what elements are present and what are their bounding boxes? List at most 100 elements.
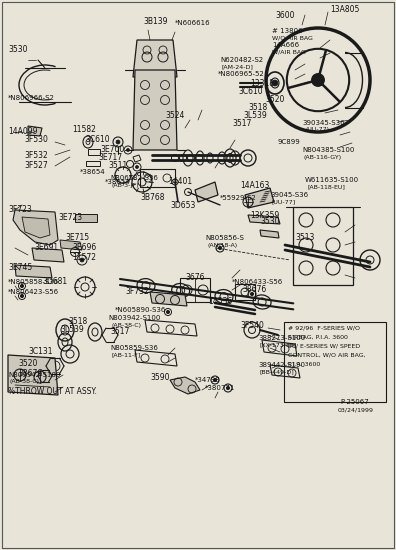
Circle shape	[272, 80, 278, 86]
Text: [XX-173-88]: [XX-173-88]	[260, 343, 297, 348]
Circle shape	[80, 258, 84, 262]
Text: N806582-S36: N806582-S36	[110, 175, 158, 181]
Polygon shape	[28, 126, 42, 136]
Text: *38654: *38654	[105, 179, 131, 185]
Text: [AM-24-D]: [AM-24-D]	[222, 64, 254, 69]
Bar	[180, 278, 210, 302]
Text: 3F540: 3F540	[240, 321, 264, 329]
Text: [BB-449-D]: [BB-449-D]	[260, 370, 295, 375]
Polygon shape	[195, 182, 218, 202]
Text: 3520: 3520	[265, 96, 284, 104]
Text: 14536: 14536	[208, 298, 232, 306]
Text: 3517: 3517	[110, 327, 129, 337]
Text: [AB-11-F]: [AB-11-F]	[112, 353, 141, 358]
Text: 3524: 3524	[165, 112, 185, 120]
Text: 13K359: 13K359	[250, 211, 279, 219]
Polygon shape	[15, 265, 52, 278]
Polygon shape	[13, 210, 58, 245]
Text: 9C899: 9C899	[278, 139, 301, 145]
Text: 3F527: 3F527	[24, 161, 48, 169]
Text: *55929-S2: *55929-S2	[220, 195, 257, 201]
Text: [AB-118-EU]: [AB-118-EU]	[307, 184, 345, 190]
Text: 3517: 3517	[232, 119, 251, 129]
Text: *N806965-52: *N806965-52	[218, 71, 265, 77]
Text: 13318: 13318	[250, 79, 274, 87]
Text: 3F723: 3F723	[8, 206, 32, 214]
Text: [UU-77]: [UU-77]	[272, 200, 296, 205]
Text: *N805858-S36: *N805858-S36	[8, 279, 59, 285]
Circle shape	[166, 311, 169, 313]
Text: AIRBAG, P.I.A. 3600: AIRBAG, P.I.A. 3600	[288, 334, 348, 339]
Text: 389442-S190: 389442-S190	[258, 362, 305, 368]
Text: 3L539: 3L539	[243, 112, 267, 120]
Text: N620482-S2: N620482-S2	[220, 57, 263, 63]
Circle shape	[312, 74, 324, 86]
Text: 3590: 3590	[150, 373, 169, 382]
Text: 13A805: 13A805	[330, 4, 360, 14]
Polygon shape	[150, 292, 187, 306]
Text: 38676: 38676	[18, 370, 42, 378]
Text: (AB-38-C): (AB-38-C)	[10, 379, 40, 384]
Text: 14A099: 14A099	[8, 128, 38, 136]
Bar	[75, 214, 97, 222]
Text: (AN-18-A): (AN-18-A)	[207, 243, 237, 248]
Text: CONTROL, W/O AIR BAG,: CONTROL, W/O AIR BAG,	[288, 353, 366, 358]
Text: 3F732: 3F732	[125, 288, 149, 296]
Text: 388273-S100: 388273-S100	[258, 335, 305, 341]
Text: N803942-S100: N803942-S100	[8, 372, 60, 378]
Text: 3520: 3520	[18, 360, 37, 368]
Bar	[140, 169, 175, 187]
Text: *38654: *38654	[80, 169, 106, 175]
Text: 3B768: 3B768	[140, 194, 164, 202]
Text: *N806433-S56: *N806433-S56	[232, 279, 283, 285]
Text: 3D681: 3D681	[42, 278, 67, 287]
Polygon shape	[133, 70, 177, 150]
Text: 3D653: 3D653	[170, 201, 195, 210]
Text: 03/24/1999: 03/24/1999	[338, 408, 374, 412]
Circle shape	[251, 293, 253, 295]
Text: 3C610: 3C610	[85, 135, 110, 145]
Polygon shape	[32, 248, 64, 262]
Polygon shape	[60, 240, 82, 250]
Text: 3600: 3600	[275, 10, 295, 19]
Text: 3E745: 3E745	[8, 263, 32, 272]
Text: N805856-S: N805856-S	[205, 235, 244, 241]
Circle shape	[213, 378, 217, 382]
Text: *380771: *380771	[205, 385, 235, 391]
Text: 96/ E-SERIES W/ SPEED: 96/ E-SERIES W/ SPEED	[288, 344, 360, 349]
Text: N804385-S100: N804385-S100	[302, 147, 354, 153]
Text: 3F530: 3F530	[24, 135, 48, 145]
Text: *N806966-S2: *N806966-S2	[8, 95, 55, 101]
Bar	[235, 284, 255, 300]
Bar	[86, 161, 100, 166]
Text: 3530: 3530	[8, 46, 27, 54]
Text: 3E715: 3E715	[65, 234, 89, 243]
Text: 14A163: 14A163	[240, 180, 269, 190]
Text: P-25067: P-25067	[340, 399, 369, 405]
Text: 3L539: 3L539	[60, 326, 84, 334]
Text: 11572: 11572	[72, 254, 96, 262]
Text: P.I.A. 3600: P.I.A. 3600	[288, 361, 320, 366]
Text: 39045-S36: 39045-S36	[270, 192, 308, 198]
Text: 14A666: 14A666	[272, 42, 299, 48]
Text: (AB-116-GY): (AB-116-GY)	[304, 155, 342, 159]
Text: W611635-S100: W611635-S100	[305, 177, 359, 183]
Text: 3C131: 3C131	[28, 348, 53, 356]
Polygon shape	[133, 40, 177, 77]
Bar	[293, 207, 353, 285]
Text: *N606616: *N606616	[175, 20, 211, 26]
Text: # 13806: # 13806	[272, 28, 303, 34]
Polygon shape	[260, 230, 279, 238]
Text: 3E717: 3E717	[98, 153, 122, 162]
Polygon shape	[245, 188, 274, 208]
Text: W/AIR BAG: W/AIR BAG	[272, 50, 306, 54]
Text: N805859-S36: N805859-S36	[110, 345, 158, 351]
Polygon shape	[248, 215, 280, 224]
Polygon shape	[22, 217, 50, 238]
Text: 3E696: 3E696	[72, 244, 96, 252]
Circle shape	[135, 166, 139, 168]
Text: %THROW OUT AT ASSY.: %THROW OUT AT ASSY.	[8, 388, 97, 397]
Text: 3E691: 3E691	[34, 244, 58, 252]
Text: 11582: 11582	[72, 125, 96, 135]
Text: 3B139: 3B139	[143, 18, 168, 26]
